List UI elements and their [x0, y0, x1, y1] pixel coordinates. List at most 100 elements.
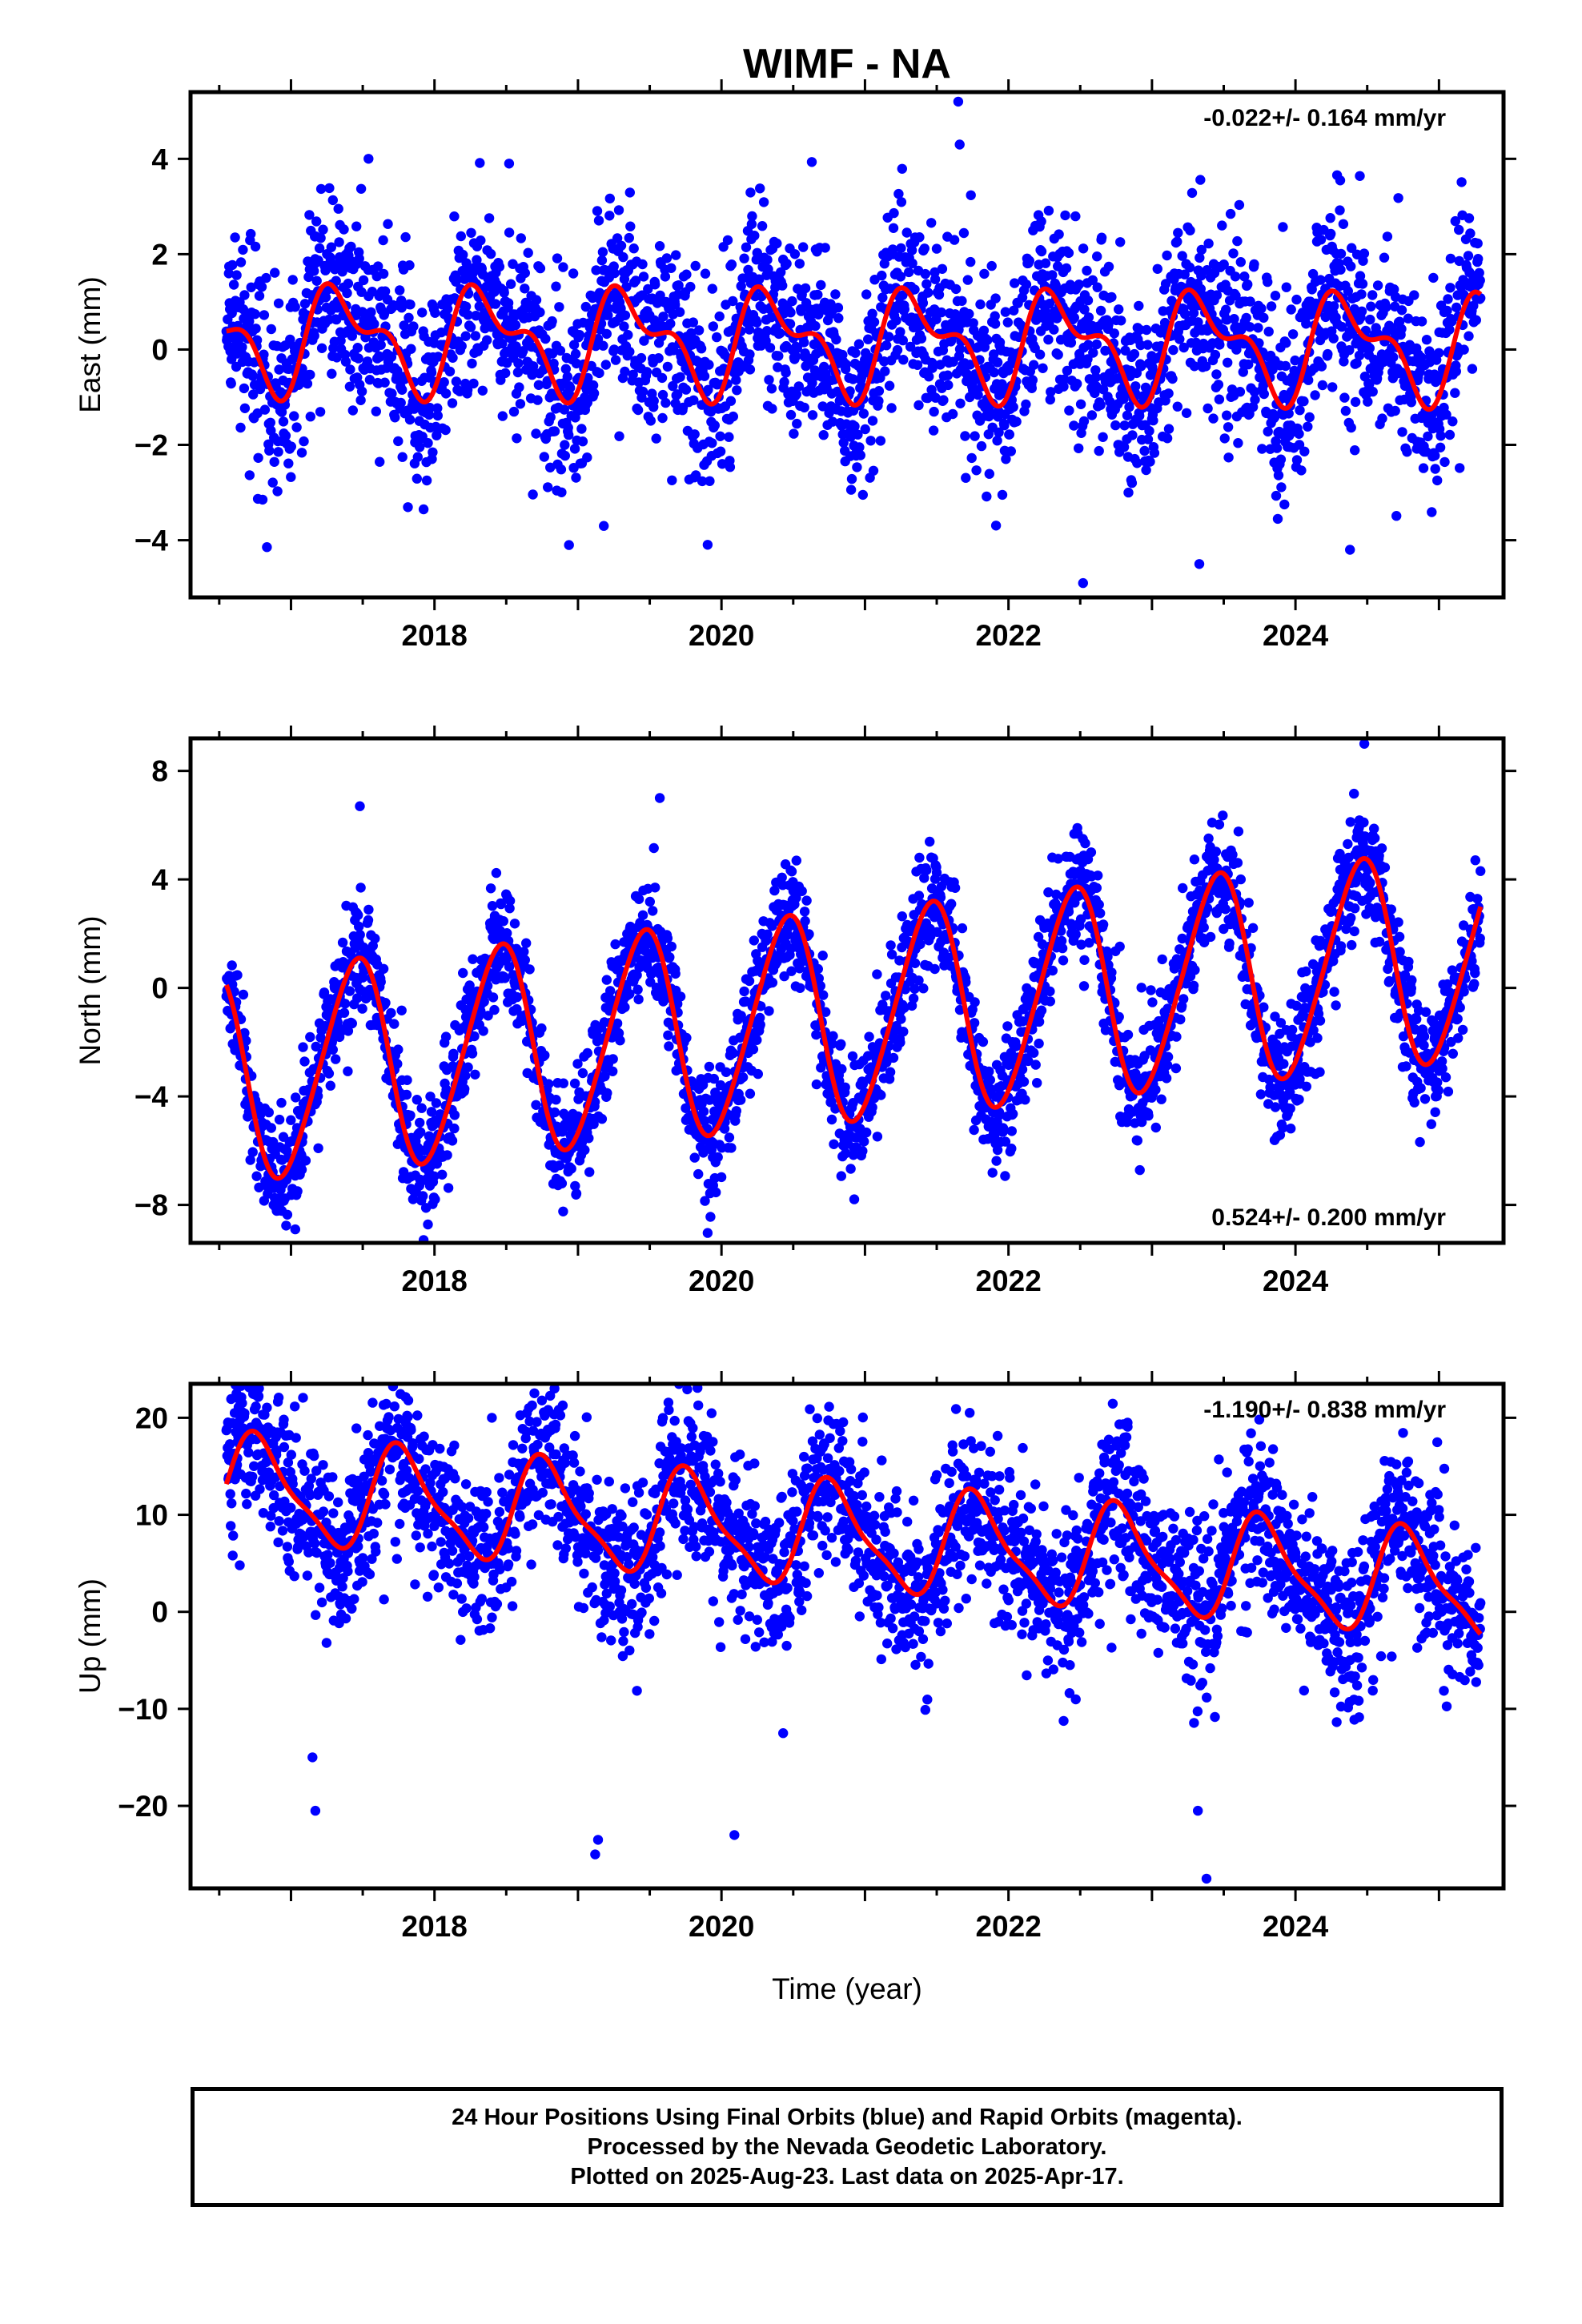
data-point	[1026, 987, 1037, 997]
data-point	[906, 245, 917, 255]
data-point	[478, 1026, 488, 1036]
data-point	[1021, 279, 1032, 290]
data-point	[378, 268, 389, 279]
data-point	[1011, 1041, 1022, 1051]
data-point	[990, 1130, 1000, 1141]
data-point	[666, 263, 677, 273]
data-point	[746, 219, 757, 230]
data-point	[363, 904, 374, 915]
data-point	[1350, 396, 1361, 408]
data-point	[1455, 463, 1465, 473]
data-point	[1098, 432, 1108, 442]
data-point	[1033, 931, 1044, 943]
data-point	[327, 195, 338, 206]
data-point	[417, 308, 428, 318]
data-point	[726, 259, 737, 270]
data-point	[693, 1168, 704, 1180]
data-point	[1281, 282, 1292, 292]
data-point	[540, 1050, 550, 1060]
data-point	[265, 417, 275, 428]
data-point	[715, 446, 726, 456]
data-point	[924, 372, 934, 382]
east-fit-curve	[225, 281, 1483, 412]
data-point	[990, 311, 1000, 321]
data-point	[597, 247, 608, 257]
data-point	[714, 311, 725, 322]
data-point	[315, 407, 326, 417]
data-point	[443, 1183, 454, 1193]
data-point	[813, 963, 823, 975]
data-point	[463, 1062, 473, 1072]
east-rate-label: -0.022+/- 0.164 mm/yr	[1203, 105, 1446, 131]
data-point	[1023, 1055, 1034, 1067]
data-point	[863, 334, 873, 344]
data-point	[913, 975, 924, 986]
data-point	[1092, 251, 1102, 262]
data-point	[455, 386, 465, 396]
data-point	[267, 477, 278, 488]
data-point	[1263, 426, 1273, 437]
data-point	[531, 1100, 541, 1111]
data-point	[624, 989, 635, 999]
data-point	[1291, 455, 1303, 465]
data-point	[568, 340, 580, 350]
data-point	[630, 275, 641, 286]
data-point	[1328, 301, 1339, 312]
data-point	[559, 404, 569, 415]
data-point	[504, 227, 515, 238]
data-point	[913, 891, 925, 901]
data-point	[658, 312, 669, 322]
data-point	[1349, 304, 1359, 315]
data-point	[908, 993, 919, 1004]
data-point	[791, 855, 801, 866]
data-point	[1445, 283, 1456, 293]
data-point	[355, 883, 366, 893]
data-point	[494, 261, 505, 272]
data-point	[661, 397, 671, 408]
data-point	[1344, 345, 1355, 356]
data-point	[791, 892, 801, 903]
north-data-points	[221, 738, 1486, 1243]
data-point	[620, 310, 631, 320]
data-point	[1299, 396, 1309, 407]
data-point	[813, 289, 823, 300]
data-point	[1179, 269, 1190, 279]
data-point	[1271, 490, 1282, 501]
data-point	[351, 221, 362, 231]
data-point	[857, 1146, 868, 1156]
data-point	[235, 257, 247, 267]
data-point	[355, 395, 366, 405]
data-point	[833, 313, 844, 324]
data-point	[1148, 415, 1158, 426]
data-point	[1339, 392, 1350, 403]
data-point	[845, 1164, 856, 1174]
data-point	[632, 404, 644, 416]
data-point	[562, 372, 572, 382]
data-point	[755, 1019, 765, 1030]
data-point	[226, 378, 236, 389]
data-point	[387, 388, 397, 399]
data-point	[654, 241, 665, 251]
data-point	[1415, 352, 1427, 363]
data-point	[709, 1073, 719, 1084]
data-point	[311, 216, 322, 227]
data-point	[624, 232, 634, 243]
data-point	[576, 424, 587, 434]
data-point	[327, 368, 337, 379]
data-point	[354, 921, 364, 932]
data-point	[777, 872, 787, 883]
data-point	[681, 1103, 691, 1114]
data-point	[582, 1047, 592, 1059]
data-point	[1072, 379, 1082, 389]
data-point	[965, 360, 975, 370]
data-point	[724, 432, 734, 442]
data-point	[773, 351, 784, 361]
data-point	[556, 487, 567, 497]
data-point	[749, 231, 760, 241]
data-point	[775, 328, 785, 339]
data-point	[259, 310, 270, 320]
data-point	[563, 422, 573, 433]
data-point	[1356, 289, 1367, 300]
data-point	[489, 1004, 500, 1015]
